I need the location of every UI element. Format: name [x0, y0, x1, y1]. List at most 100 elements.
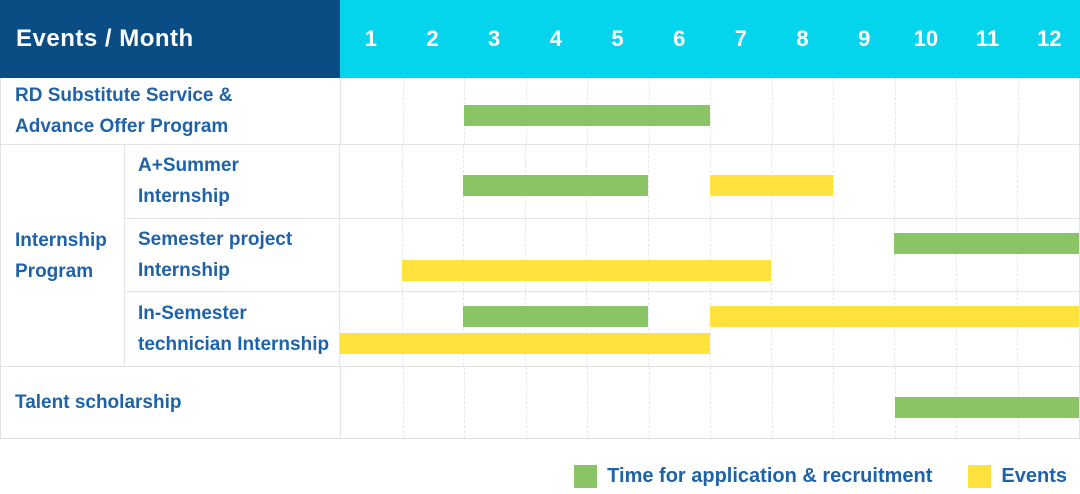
group-label-line: Program: [15, 260, 94, 282]
row-label: In-Semester technician Internship: [125, 292, 339, 366]
month-gridline: [894, 218, 896, 292]
table-row: Talent scholarship: [1, 367, 1079, 438]
month-gridline: [710, 367, 711, 438]
month-gridline: [463, 292, 465, 366]
table-row: Semester project Internship: [125, 218, 1079, 293]
gantt-bar-green: [463, 175, 648, 197]
row-label-line: In-Semester: [138, 303, 247, 325]
month-gridline: [956, 78, 957, 144]
month-gridline: [401, 292, 403, 366]
legend: Time for application & recruitment Event…: [574, 465, 1067, 488]
month-header-cell: 5: [611, 26, 624, 51]
month-gridline: [771, 367, 773, 438]
month-header-cell: 2: [426, 26, 439, 51]
legend-swatch-yellow: [968, 465, 992, 488]
month-gridline: [832, 145, 834, 218]
chart-cell: [340, 367, 1079, 438]
month-gridline: [648, 367, 650, 438]
month-gridline: [586, 292, 588, 366]
month-gridline: [833, 78, 834, 144]
chart-cell: [339, 292, 1079, 366]
month-gridline: [709, 292, 711, 366]
month-header-cell: 4: [549, 26, 562, 51]
month-gridline: [402, 78, 404, 144]
row-label: A+Summer Internship: [125, 145, 339, 218]
group-label-line: Internship: [15, 229, 107, 251]
month-gridline: [894, 78, 896, 144]
month-gridline: [401, 218, 403, 292]
gantt-bar-yellow: [401, 259, 772, 281]
month-header-cell: 10: [913, 26, 939, 51]
month-gridline: [771, 78, 773, 144]
month-gridline: [524, 292, 526, 366]
month-gridline: [401, 145, 403, 218]
row-label-line: RD Substitute Service &: [15, 85, 233, 106]
month-gridline: [647, 292, 649, 366]
month-gridline: [1017, 218, 1019, 292]
month-gridline: [1017, 145, 1019, 218]
month-header-strip: 1 2 3 4 5 6 7 8 9 10 11 12: [340, 0, 1080, 78]
gantt-bar-green: [894, 232, 1079, 254]
table-row: RD Substitute Service & Advance Offer Pr…: [1, 78, 1079, 145]
month-gridline: [647, 218, 649, 292]
row-label-line: Internship: [138, 186, 230, 208]
month-gridline: [463, 218, 465, 292]
chart-cell: [339, 145, 1079, 218]
month-gridline: [647, 145, 649, 218]
month-gridline: [771, 292, 773, 366]
table-header-row: Events / Month 1 2 3 4 5 6 7 8 9 10 11 12: [0, 0, 1080, 78]
month-gridline: [586, 218, 588, 292]
month-gridline: [1017, 292, 1019, 366]
corner-header-cell: Events / Month: [0, 0, 340, 78]
month-gridline: [832, 218, 834, 292]
month-gridline: [587, 367, 588, 438]
chart-cell: [340, 78, 1079, 144]
row-label-line: A+Summer: [138, 155, 239, 177]
month-gridline: [525, 367, 527, 438]
row-label: Semester project Internship: [125, 219, 339, 292]
month-header-cell: 12: [1036, 26, 1062, 51]
month-gridline: [894, 292, 896, 366]
month-header-cell: 11: [975, 26, 1000, 51]
table-body: RD Substitute Service & Advance Offer Pr…: [0, 78, 1080, 439]
month-gridline: [524, 218, 526, 292]
month-gridline: [402, 367, 404, 438]
month-gridline: [894, 145, 896, 218]
month-gridline: [709, 218, 711, 292]
month-gridline: [955, 218, 957, 292]
chart-cell: [339, 218, 1079, 292]
legend-label-events: Events: [1001, 465, 1067, 487]
month-gridline: [1017, 78, 1019, 144]
month-gridline: [832, 292, 834, 366]
month-header-cell: 9: [858, 26, 871, 51]
gantt-bar-yellow: [340, 333, 710, 355]
gantt-bar-green: [464, 105, 710, 126]
month-header-cell: 6: [673, 26, 686, 51]
month-gridline: [833, 367, 834, 438]
table-row: A+Summer Internship: [125, 145, 1079, 219]
row-label: Talent scholarship: [1, 367, 340, 438]
row-label-line: Semester project: [138, 229, 293, 250]
row-label-line: Internship: [138, 260, 230, 281]
row-label-line: technician Internship: [138, 334, 330, 356]
table-row: In-Semester technician Internship: [125, 292, 1079, 366]
group-subrows: A+Summer Internship Semester project Int…: [125, 145, 1079, 366]
gantt-bar-green: [463, 306, 648, 328]
row-label: RD Substitute Service & Advance Offer Pr…: [1, 78, 340, 144]
month-gridline: [955, 145, 957, 218]
month-gridline: [771, 218, 773, 292]
group-label: Internship Program: [1, 145, 125, 366]
month-header-cell: 8: [796, 26, 809, 51]
gantt-bar-green: [894, 396, 1079, 418]
row-label-line: Talent scholarship: [15, 392, 182, 413]
table-row-group: Internship Program A+Summer Internship S…: [1, 145, 1079, 367]
month-gridline: [464, 367, 465, 438]
month-header-cell: 3: [488, 26, 501, 51]
gantt-bar-yellow: [709, 306, 1079, 328]
month-gridline: [955, 292, 957, 366]
month-header-cell: 1: [364, 26, 377, 51]
row-label-line: Advance Offer Program: [15, 116, 229, 137]
month-header-cell: 7: [734, 26, 747, 51]
gantt-bar-yellow: [709, 175, 833, 197]
